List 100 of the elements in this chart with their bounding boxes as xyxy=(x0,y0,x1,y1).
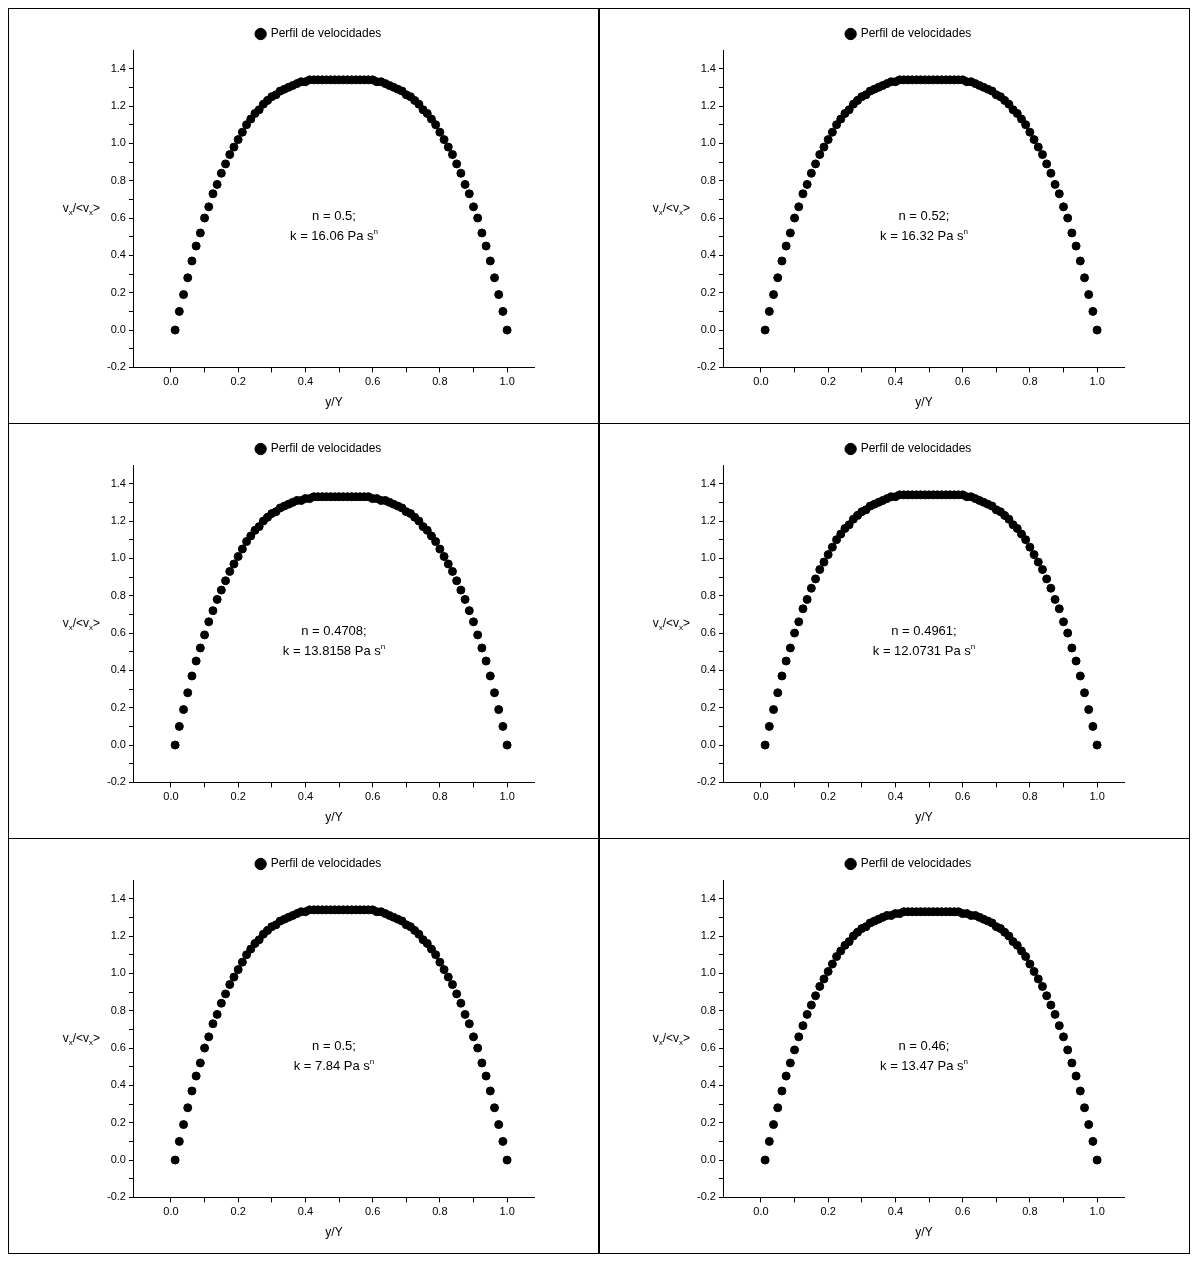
y-tick-label: 0.6 xyxy=(700,626,716,639)
y-tick-label: 0.4 xyxy=(110,1078,126,1091)
x-tick-label: 0.2 xyxy=(820,375,836,388)
x-tick-label: 1.0 xyxy=(1089,375,1105,388)
x-tick-label: 0.0 xyxy=(163,375,179,388)
x-axis-title: y/Y xyxy=(915,1225,933,1240)
y-tick-label: 1.2 xyxy=(700,514,716,527)
legend-label: Perfil de velocidades xyxy=(860,441,972,456)
annotation: n = 0.46; xyxy=(898,1038,950,1054)
x-tick-label: 0.2 xyxy=(820,1205,836,1218)
x-tick-label: 0.0 xyxy=(163,790,179,803)
y-tick-label: 0.2 xyxy=(110,285,126,298)
y-tick-label: 0.0 xyxy=(110,1153,126,1166)
x-tick-label: 0.8 xyxy=(1022,790,1038,803)
annotation: n = 0.52; xyxy=(898,208,950,224)
x-tick-label: 0.0 xyxy=(163,1205,179,1218)
y-tick-label: 0.8 xyxy=(110,588,126,601)
y-tick-label: 1.2 xyxy=(110,514,126,527)
x-tick-label: 0.4 xyxy=(297,375,314,388)
y-tick-label: 0.0 xyxy=(700,323,716,336)
legend-label: Perfil de velocidades xyxy=(860,856,972,871)
x-tick-label: 0.2 xyxy=(230,790,246,803)
x-tick-label: 0.6 xyxy=(364,1205,381,1218)
x-axis-title: y/Y xyxy=(325,395,343,410)
y-tick-label: 1.2 xyxy=(700,99,716,112)
x-tick-label: 0.4 xyxy=(297,1205,314,1218)
y-tick-label: -0.2 xyxy=(106,360,126,373)
y-tick-label: 0.2 xyxy=(700,285,716,298)
x-axis-title: y/Y xyxy=(915,810,933,825)
y-tick-label: 0.0 xyxy=(700,738,716,751)
y-tick-label: 1.4 xyxy=(110,891,126,904)
annotation: n = 0.4961; xyxy=(891,623,957,639)
y-tick-label: 1.0 xyxy=(110,136,126,149)
legend-label: Perfil de velocidades xyxy=(270,441,382,456)
y-tick-label: 1.0 xyxy=(700,136,716,149)
y-tick-label: 1.2 xyxy=(110,99,126,112)
legend-label: Perfil de velocidades xyxy=(270,26,382,41)
y-tick-label: -0.2 xyxy=(106,775,126,788)
y-tick-label: 0.2 xyxy=(700,700,716,713)
x-tick-label: 1.0 xyxy=(499,375,515,388)
x-tick-label: 0.2 xyxy=(230,1205,246,1218)
x-tick-label: 1.0 xyxy=(1089,1205,1105,1218)
y-tick-label: 0.0 xyxy=(110,323,126,336)
x-axis-title: y/Y xyxy=(915,395,933,410)
y-tick-label: 1.2 xyxy=(110,929,126,942)
y-tick-label: 0.0 xyxy=(700,1153,716,1166)
y-tick-label: 0.4 xyxy=(700,248,716,261)
x-tick-label: 0.8 xyxy=(432,1205,448,1218)
x-tick-label: 1.0 xyxy=(499,1205,515,1218)
y-tick-label: 0.4 xyxy=(700,1078,716,1091)
y-tick-label: 0.6 xyxy=(700,1041,716,1054)
x-tick-label: 1.0 xyxy=(499,790,515,803)
y-tick-label: 0.2 xyxy=(700,1115,716,1128)
y-tick-label: -0.2 xyxy=(696,775,716,788)
y-tick-label: 1.4 xyxy=(700,61,716,74)
y-tick-label: 0.6 xyxy=(110,626,126,639)
y-tick-label: 0.4 xyxy=(110,663,126,676)
annotation: n = 0.5; xyxy=(312,208,356,224)
y-tick-label: 0.6 xyxy=(110,1041,126,1054)
y-tick-label: 0.6 xyxy=(700,211,716,224)
y-tick-label: 0.8 xyxy=(700,173,716,186)
x-tick-label: 0.6 xyxy=(954,790,971,803)
y-tick-label: 0.2 xyxy=(110,700,126,713)
x-tick-label: 0.0 xyxy=(753,790,769,803)
x-tick-label: 0.0 xyxy=(753,1205,769,1218)
y-tick-label: 0.4 xyxy=(110,248,126,261)
annotation: n = 0.4708; xyxy=(301,623,367,639)
x-tick-label: 0.2 xyxy=(820,790,836,803)
y-tick-label: 1.0 xyxy=(700,966,716,979)
x-tick-label: 0.8 xyxy=(1022,1205,1038,1218)
y-tick-label: 0.8 xyxy=(700,1003,716,1016)
x-axis-title: y/Y xyxy=(325,810,343,825)
legend-label: Perfil de velocidades xyxy=(270,856,382,871)
y-tick-label: 0.8 xyxy=(110,173,126,186)
annotation: n = 0.5; xyxy=(312,1038,356,1054)
x-tick-label: 0.6 xyxy=(954,1205,971,1218)
y-tick-label: 0.4 xyxy=(700,663,716,676)
legend-label: Perfil de velocidades xyxy=(860,26,972,41)
y-tick-label: 1.0 xyxy=(700,551,716,564)
x-axis-title: y/Y xyxy=(325,1225,343,1240)
x-tick-label: 0.4 xyxy=(887,790,904,803)
y-tick-label: 1.4 xyxy=(110,476,126,489)
y-tick-label: -0.2 xyxy=(106,1190,126,1203)
y-tick-label: 0.8 xyxy=(110,1003,126,1016)
x-tick-label: 0.8 xyxy=(432,790,448,803)
y-tick-label: 0.6 xyxy=(110,211,126,224)
x-tick-label: 0.4 xyxy=(887,1205,904,1218)
y-tick-label: 1.2 xyxy=(700,929,716,942)
y-tick-label: 1.0 xyxy=(110,966,126,979)
x-tick-label: 1.0 xyxy=(1089,790,1105,803)
x-tick-label: 0.4 xyxy=(297,790,314,803)
y-tick-label: 0.8 xyxy=(700,588,716,601)
y-tick-label: 0.2 xyxy=(110,1115,126,1128)
y-tick-label: 1.4 xyxy=(110,61,126,74)
x-tick-label: 0.4 xyxy=(887,375,904,388)
y-tick-label: 1.0 xyxy=(110,551,126,564)
y-tick-label: 1.4 xyxy=(700,891,716,904)
x-tick-label: 0.2 xyxy=(230,375,246,388)
y-tick-label: 1.4 xyxy=(700,476,716,489)
y-tick-label: -0.2 xyxy=(696,1190,716,1203)
